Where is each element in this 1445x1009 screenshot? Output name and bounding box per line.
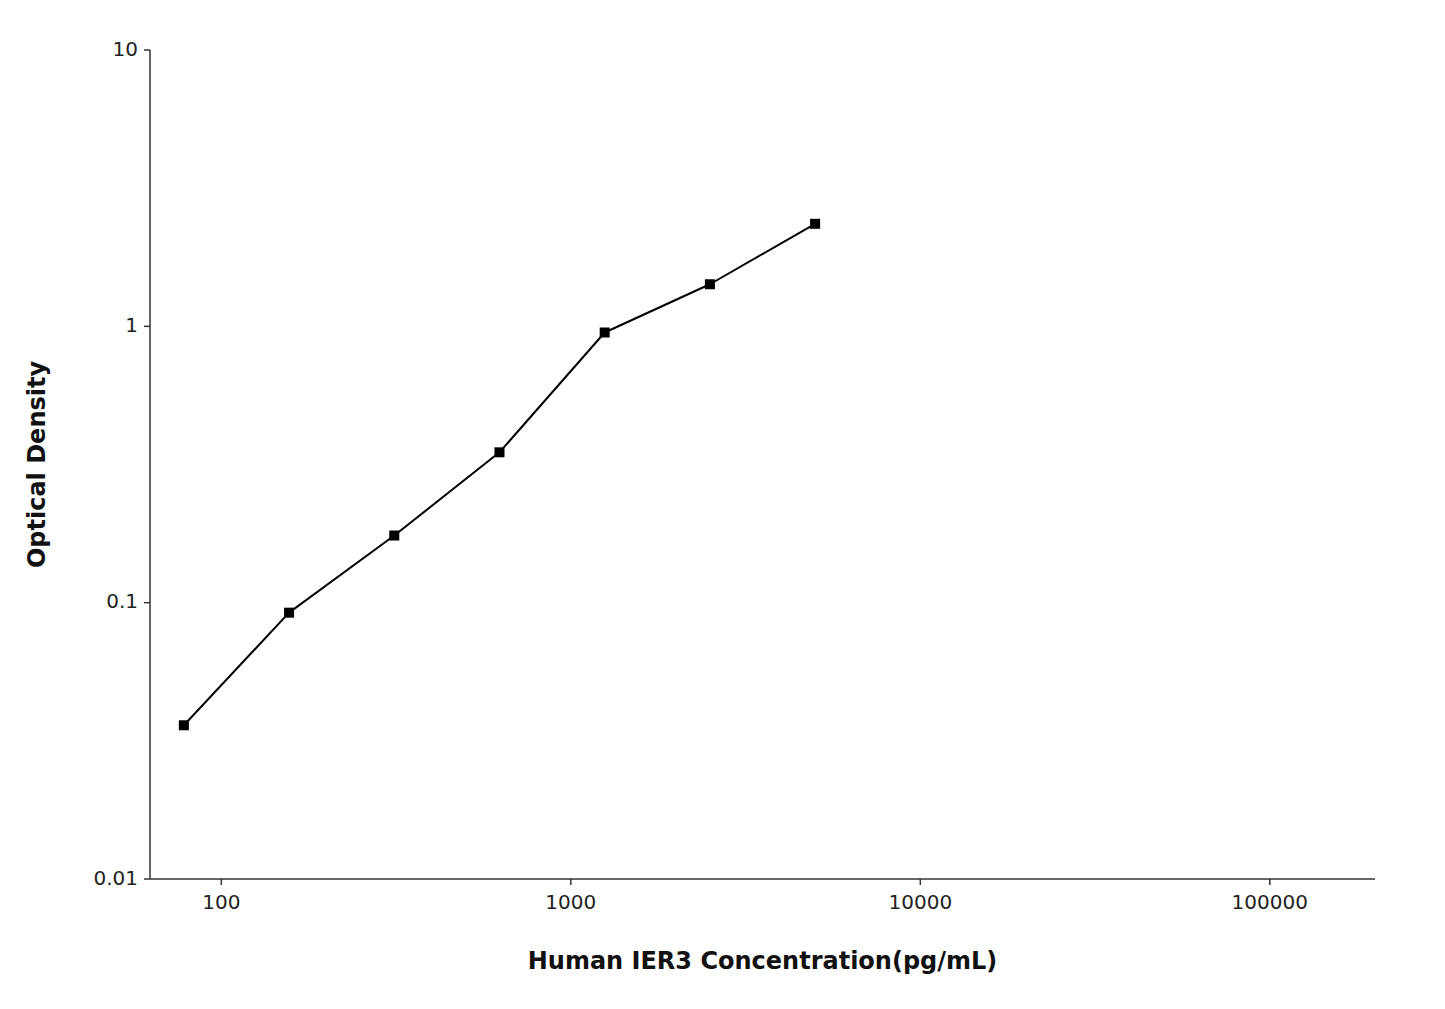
y-tick (144, 602, 150, 604)
y-tick-label: 0.1 (106, 589, 138, 613)
y-tick (144, 878, 150, 880)
y-tick (144, 49, 150, 51)
x-tick (221, 879, 223, 885)
x-tick-label: 100000 (1232, 890, 1308, 914)
data (179, 219, 820, 730)
data-point (600, 327, 610, 337)
y-tick-label: 0.01 (93, 866, 138, 890)
y-tick-label: 10 (113, 37, 138, 61)
x-tick (1269, 879, 1271, 885)
x-tick-label: 100 (202, 890, 240, 914)
data-point (389, 531, 399, 541)
data-point (284, 608, 294, 618)
y-tick (144, 326, 150, 328)
x-axis-label: Human IER3 Concentration(pg/mL) (528, 947, 998, 975)
y-axis-label: Optical Density (23, 361, 51, 569)
data-point (179, 720, 189, 730)
chart: 100 1000 10000 100000 0.01 0.1 1 10 Human IER3 C… (0, 0, 1445, 1009)
x-tick (920, 879, 922, 885)
data-point (494, 447, 504, 457)
y-axis-line (149, 50, 151, 879)
data-line (184, 224, 815, 725)
data-point (810, 219, 820, 229)
x-tick-label: 1000 (545, 890, 596, 914)
x-tick-label: 10000 (888, 890, 952, 914)
y-tick-label: 1 (125, 313, 138, 337)
x-axis-line (150, 878, 1375, 880)
data-point (705, 279, 715, 289)
x-tick (570, 879, 572, 885)
axes: 100 1000 10000 100000 0.01 0.1 1 10 (93, 37, 1375, 915)
